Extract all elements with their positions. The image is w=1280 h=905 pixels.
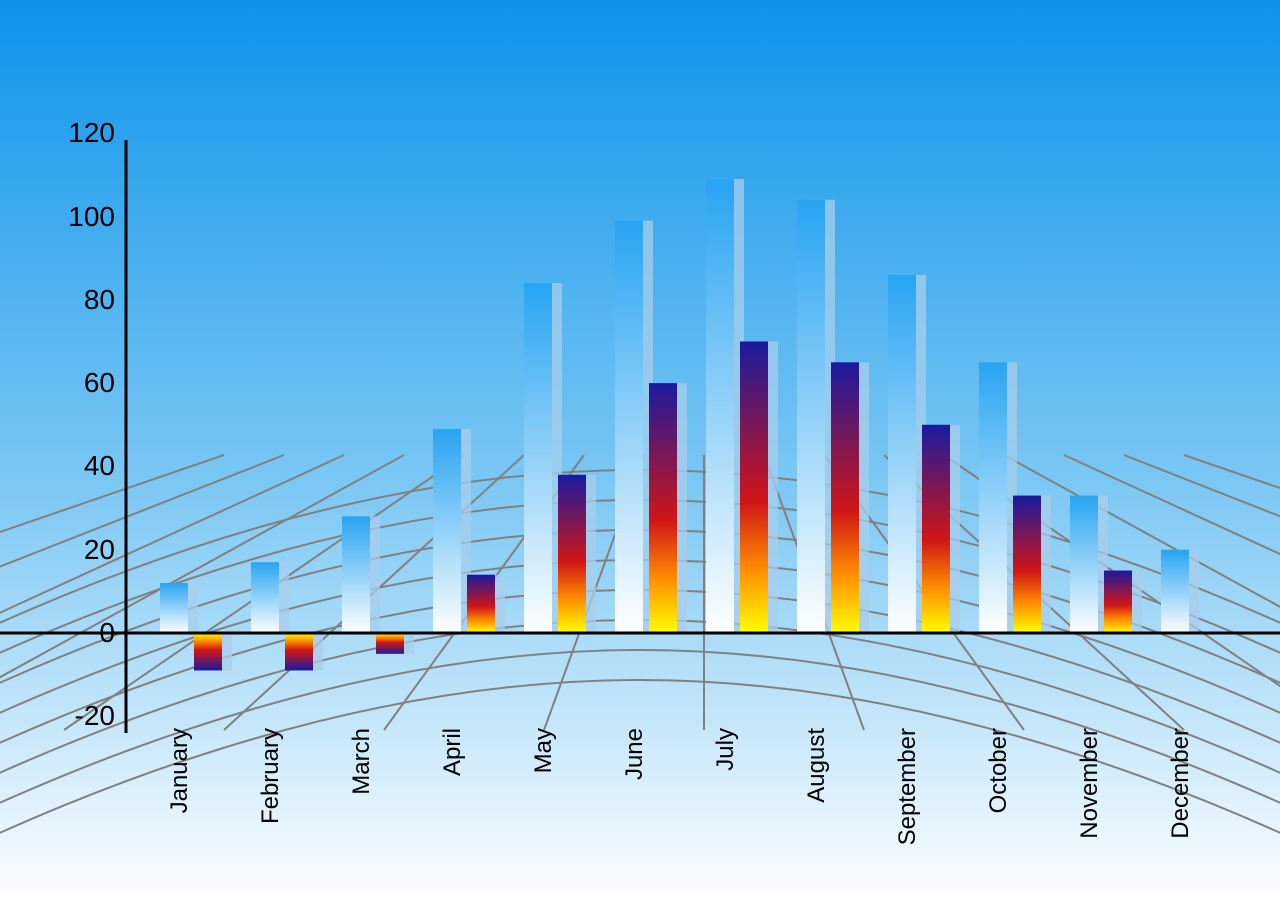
y-tick-label: 100: [68, 201, 115, 233]
x-tick-label: May: [530, 728, 558, 773]
bar-blue-series: [1070, 496, 1098, 633]
y-tick-label: 60: [84, 367, 115, 399]
bar-fire-series: [922, 425, 950, 633]
bar-fire-series: [1104, 571, 1132, 633]
bar-blue-series: [706, 179, 734, 633]
x-tick-label: March: [348, 728, 376, 795]
x-tick-label: July: [712, 728, 740, 771]
bar-blue-series: [797, 200, 825, 633]
chart-root: -20 0 20 40 60 80 100 120 January February March A…: [0, 0, 1280, 905]
bar-blue-series: [251, 562, 279, 633]
x-tick-label: April: [439, 728, 467, 776]
x-tick-label: November: [1076, 728, 1104, 839]
bar-fire-series: [1013, 496, 1041, 633]
y-tick-label: 80: [84, 284, 115, 316]
y-tick-label: 0: [99, 617, 115, 649]
bar-blue-series: [342, 516, 370, 633]
x-tick-label: September: [894, 728, 922, 845]
y-tick-label: 120: [68, 117, 115, 149]
y-tick-label: -20: [75, 700, 115, 732]
bar-blue-series: [615, 221, 643, 633]
x-tick-label: December: [1167, 728, 1195, 839]
bar-blue-series: [524, 283, 552, 633]
bar-blue-series: [1161, 550, 1189, 633]
bar-fire-series: [831, 362, 859, 633]
bar-blue-series: [160, 583, 188, 633]
bar-fire-series: [558, 475, 586, 633]
bar-blue-series: [888, 275, 916, 633]
x-tick-label: August: [803, 728, 831, 803]
y-tick-label: 40: [84, 450, 115, 482]
bar-fire-series: [285, 633, 313, 670]
bar-fire-series: [467, 575, 495, 633]
bar-fire-series: [194, 633, 222, 670]
bar-fire-series: [649, 383, 677, 633]
bar-fire-series: [376, 633, 404, 654]
x-tick-label: June: [621, 728, 649, 780]
bar-blue-series: [433, 429, 461, 633]
x-tick-label: January: [166, 728, 194, 813]
x-tick-label: February: [257, 728, 285, 824]
bar-blue-series: [979, 362, 1007, 633]
bar-fire-series: [740, 341, 768, 633]
x-tick-label: October: [985, 728, 1013, 813]
y-tick-label: 20: [84, 534, 115, 566]
